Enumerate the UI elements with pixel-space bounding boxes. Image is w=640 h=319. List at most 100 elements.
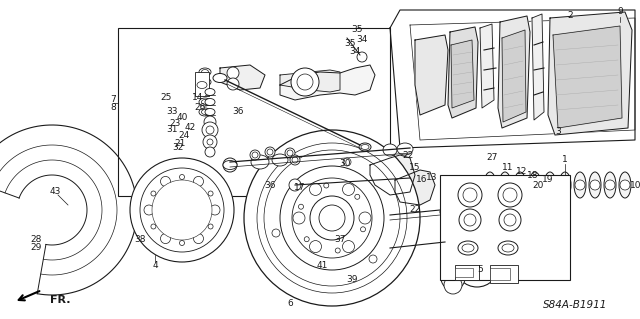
Circle shape [207, 139, 213, 145]
Ellipse shape [199, 108, 211, 116]
Circle shape [140, 168, 224, 252]
Ellipse shape [574, 172, 586, 198]
Text: 33: 33 [166, 108, 178, 116]
Polygon shape [370, 155, 415, 195]
Circle shape [204, 116, 216, 128]
Circle shape [205, 147, 215, 157]
Circle shape [444, 276, 462, 294]
Circle shape [206, 126, 214, 134]
Circle shape [310, 183, 321, 196]
Text: 8: 8 [110, 102, 116, 112]
Circle shape [310, 196, 354, 240]
Bar [440, 175, 570, 280]
Ellipse shape [205, 108, 215, 115]
Text: 13: 13 [426, 173, 438, 182]
Circle shape [304, 237, 309, 242]
Text: 27: 27 [486, 153, 498, 162]
Circle shape [575, 180, 585, 190]
Circle shape [355, 194, 360, 199]
Circle shape [463, 251, 491, 279]
Circle shape [560, 180, 570, 190]
Circle shape [441, 266, 465, 290]
Text: 21: 21 [174, 138, 186, 147]
Circle shape [244, 130, 420, 306]
Circle shape [298, 204, 303, 209]
Circle shape [151, 224, 156, 229]
Circle shape [151, 191, 156, 196]
Text: 36: 36 [232, 108, 244, 116]
Bar [118, 28, 390, 196]
Circle shape [193, 234, 204, 244]
Text: 31: 31 [166, 125, 178, 135]
Circle shape [291, 68, 319, 96]
Circle shape [343, 158, 351, 166]
Polygon shape [280, 65, 375, 100]
Circle shape [223, 158, 237, 172]
Ellipse shape [514, 172, 526, 198]
Ellipse shape [202, 109, 209, 115]
Circle shape [257, 143, 407, 293]
Polygon shape [498, 16, 530, 128]
Text: 42: 42 [184, 123, 196, 132]
Text: 35: 35 [344, 39, 356, 48]
Ellipse shape [199, 68, 211, 76]
Bar [195, 72, 209, 96]
Circle shape [357, 52, 367, 62]
Ellipse shape [462, 244, 474, 252]
Ellipse shape [223, 160, 237, 169]
Text: 7: 7 [110, 95, 116, 105]
Ellipse shape [440, 207, 454, 217]
Text: 22: 22 [403, 151, 413, 160]
Circle shape [179, 241, 184, 246]
Circle shape [168, 196, 196, 224]
Circle shape [161, 234, 170, 244]
Text: 18: 18 [527, 170, 539, 180]
Circle shape [160, 188, 204, 232]
Circle shape [459, 209, 481, 231]
Circle shape [530, 180, 540, 190]
Circle shape [289, 179, 301, 191]
Ellipse shape [559, 172, 571, 198]
Ellipse shape [359, 143, 371, 151]
Text: 38: 38 [134, 235, 146, 244]
Text: 25: 25 [160, 93, 172, 102]
Text: 34: 34 [349, 48, 361, 56]
Polygon shape [548, 12, 632, 135]
Text: 3: 3 [555, 128, 561, 137]
Circle shape [292, 178, 372, 258]
Circle shape [292, 157, 298, 163]
Circle shape [287, 150, 293, 156]
Circle shape [203, 135, 217, 149]
Circle shape [458, 183, 482, 207]
Circle shape [174, 202, 190, 218]
Text: 32: 32 [172, 144, 184, 152]
Text: 1: 1 [562, 155, 568, 165]
Text: 10: 10 [630, 181, 640, 189]
Ellipse shape [589, 172, 601, 198]
Circle shape [193, 176, 204, 186]
Ellipse shape [383, 144, 397, 156]
Ellipse shape [199, 98, 211, 106]
Circle shape [280, 166, 384, 270]
Ellipse shape [251, 155, 269, 169]
Circle shape [208, 191, 213, 196]
Text: 2: 2 [567, 11, 573, 19]
Circle shape [620, 180, 630, 190]
Circle shape [130, 158, 234, 262]
Polygon shape [553, 26, 622, 128]
Circle shape [267, 149, 273, 155]
Text: 16: 16 [416, 175, 428, 184]
Ellipse shape [619, 172, 631, 198]
Ellipse shape [199, 78, 211, 86]
Circle shape [310, 241, 321, 253]
Polygon shape [220, 65, 265, 90]
Text: 36: 36 [264, 181, 276, 189]
Circle shape [319, 205, 345, 231]
Circle shape [210, 205, 220, 215]
Circle shape [202, 122, 218, 138]
Circle shape [470, 258, 484, 272]
Ellipse shape [529, 172, 541, 198]
Text: 11: 11 [502, 162, 514, 172]
Polygon shape [532, 14, 544, 120]
Text: 34: 34 [356, 35, 368, 44]
